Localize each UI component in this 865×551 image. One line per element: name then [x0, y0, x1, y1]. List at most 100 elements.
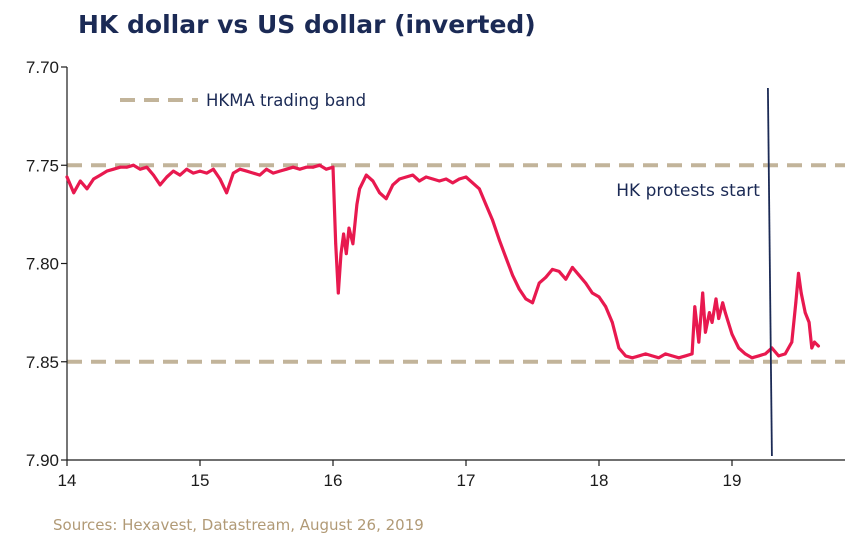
data-point: [311, 165, 315, 169]
data-point: [723, 311, 727, 314]
data-point: [351, 242, 355, 246]
data-point: [78, 179, 82, 183]
data-point: [398, 177, 401, 181]
data-point: [271, 171, 275, 175]
data-point: [358, 187, 361, 191]
data-point: [803, 311, 807, 314]
data-point: [355, 203, 359, 206]
data-point: [471, 181, 475, 185]
data-point: [799, 291, 803, 295]
data-point: [794, 301, 798, 305]
data-point: [650, 354, 654, 358]
data-point: [531, 301, 534, 305]
data-point: [118, 165, 122, 169]
data-point: [172, 169, 175, 173]
data-point: [411, 173, 415, 177]
data-point: [191, 171, 195, 175]
data-point: [708, 311, 711, 314]
data-point: [205, 171, 209, 175]
data-point: [238, 167, 242, 171]
data-point: [132, 163, 135, 167]
data-point: [797, 271, 800, 275]
data-point: [717, 317, 721, 320]
data-point: [138, 167, 142, 171]
data-point: [571, 266, 574, 269]
data-point: [265, 167, 268, 171]
x-tick-label: 15: [191, 471, 210, 490]
data-point: [813, 340, 816, 344]
data-point: [457, 177, 461, 181]
data-point: [371, 179, 375, 183]
data-point: [165, 175, 169, 179]
data-point: [704, 330, 707, 334]
y-tick-label: 7.85: [26, 353, 59, 372]
data-point: [364, 173, 368, 177]
data-point: [125, 165, 129, 169]
data-point: [464, 175, 468, 179]
data-point: [577, 273, 581, 277]
data-point: [693, 305, 697, 309]
data-point: [697, 340, 701, 344]
y-tick-label: 7.80: [26, 255, 59, 274]
data-point: [339, 252, 343, 256]
data-point: [604, 305, 608, 309]
data-point: [677, 356, 681, 360]
data-point: [105, 169, 109, 173]
data-point: [231, 171, 235, 175]
data-point: [737, 346, 741, 350]
data-point: [85, 187, 89, 191]
data-point: [630, 356, 634, 360]
data-point: [225, 191, 229, 195]
y-tick-label: 7.90: [26, 451, 59, 470]
data-point: [757, 354, 760, 358]
data-point: [750, 356, 754, 360]
data-point: [245, 169, 248, 173]
data-point: [324, 167, 328, 171]
data-point: [112, 167, 115, 171]
data-point: [65, 175, 69, 179]
data-point: [597, 295, 601, 299]
data-point: [451, 181, 455, 185]
data-point: [342, 232, 345, 236]
data-point: [384, 197, 388, 201]
data-point: [714, 297, 718, 301]
data-point: [657, 356, 661, 360]
data-point: [391, 183, 395, 187]
data-point: [211, 167, 215, 171]
data-point: [152, 173, 155, 177]
x-tick-label: 16: [324, 471, 343, 490]
x-tick-label: 18: [590, 471, 609, 490]
data-point: [92, 177, 95, 181]
data-point: [617, 346, 621, 350]
y-tick-label: 7.75: [26, 156, 59, 175]
data-point: [730, 332, 734, 336]
data-point: [644, 352, 647, 356]
data-point: [807, 321, 811, 324]
protest-annotation-label: HK protests start: [616, 181, 760, 201]
data-point: [404, 175, 408, 179]
data-point: [424, 175, 428, 179]
data-point: [637, 354, 641, 358]
data-point: [524, 297, 528, 301]
data-point: [551, 268, 554, 271]
data-point: [278, 169, 282, 173]
data-point: [347, 226, 351, 230]
data-point: [331, 165, 335, 169]
data-point: [517, 287, 521, 291]
data-point: [251, 171, 255, 175]
source-note: Sources: Hexavest, Datastream, August 26…: [53, 516, 424, 534]
data-point: [557, 270, 561, 273]
data-point: [763, 352, 767, 356]
data-point: [710, 321, 714, 324]
data-point: [145, 165, 149, 169]
data-point: [721, 301, 725, 305]
y-tick-label: 7.70: [26, 58, 59, 77]
data-point: [701, 291, 705, 295]
data-point: [810, 346, 814, 350]
data-point: [590, 291, 594, 295]
data-point: [477, 187, 481, 191]
x-tick-label: 14: [58, 471, 77, 490]
data-point: [504, 256, 508, 259]
data-point: [334, 242, 338, 246]
